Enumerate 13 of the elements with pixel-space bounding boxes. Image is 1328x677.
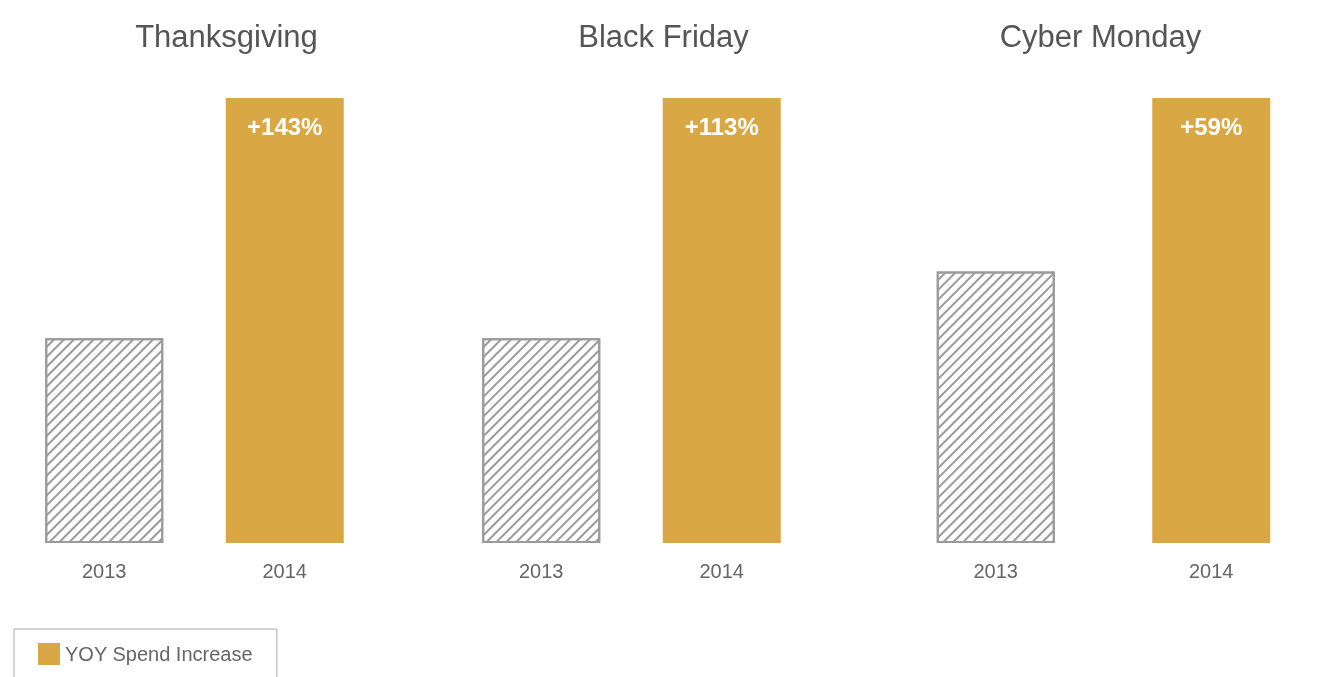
- annotation: +143%: [247, 113, 323, 140]
- annotation: +59%: [1180, 113, 1243, 140]
- x-tick-label: 2013: [519, 560, 564, 582]
- annotation: +113%: [684, 113, 759, 140]
- chart-title: Cyber Monday: [999, 19, 1202, 54]
- legend-label: YOY Spend Increase: [65, 643, 253, 665]
- chart-title: Black Friday: [578, 19, 750, 54]
- x-tick-label: 2014: [262, 560, 307, 582]
- x-tick-label: 2013: [973, 560, 1018, 582]
- x-tick-label: 2014: [1189, 560, 1234, 582]
- x-tick-label: 2014: [699, 560, 744, 582]
- chart-title: Thanksgiving: [135, 19, 318, 54]
- x-tick-label: 2013: [82, 560, 127, 582]
